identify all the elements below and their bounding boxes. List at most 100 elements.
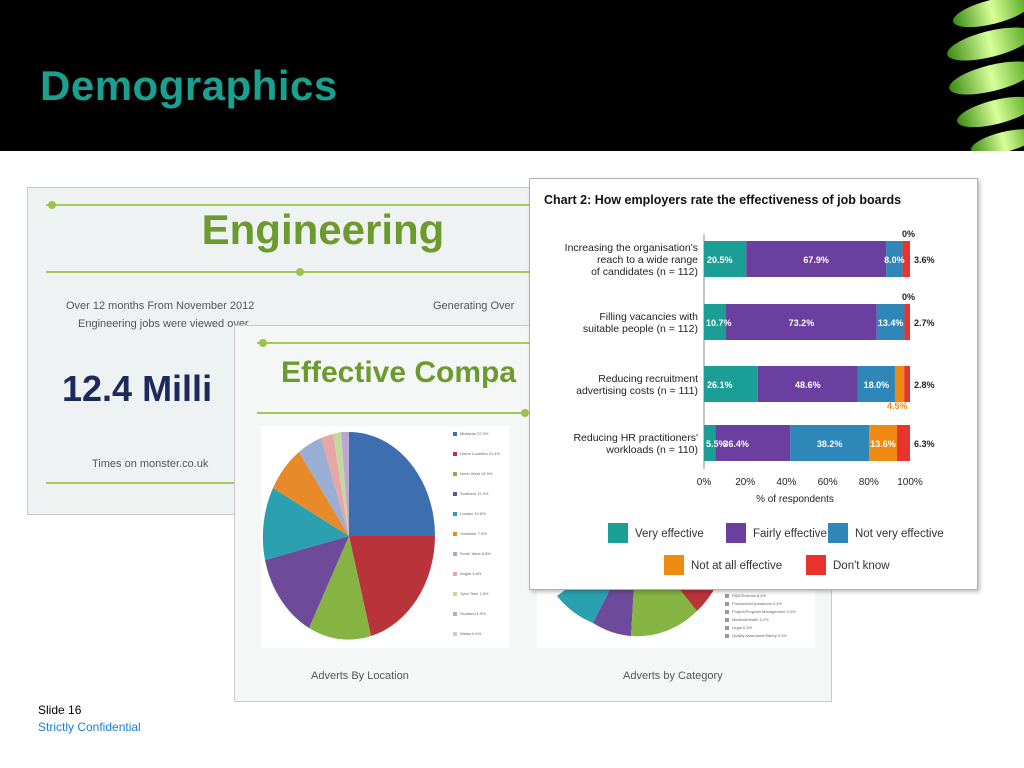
data-label: 13.4% bbox=[878, 318, 904, 328]
category-label: advertising costs (n = 111) bbox=[576, 385, 698, 397]
bar-segment bbox=[704, 241, 747, 277]
category-label: Reducing HR practitioners' bbox=[573, 432, 698, 444]
pie-caption: Adverts by Category bbox=[623, 670, 723, 682]
pie-caption: Adverts By Location bbox=[311, 670, 409, 682]
legend-entry: Tyne Tees 1.8% bbox=[453, 590, 500, 610]
bar-segment bbox=[894, 366, 905, 402]
legend-entry: Legal 0.3% bbox=[725, 624, 796, 632]
bar-segment bbox=[726, 304, 877, 340]
legend-swatch bbox=[453, 591, 457, 596]
data-label: 6.3% bbox=[914, 439, 935, 449]
x-tick-label: 0% bbox=[697, 477, 712, 488]
legend-entry: Quality Assurance/Safety 0.4% bbox=[725, 632, 796, 640]
legend-swatch bbox=[453, 471, 457, 476]
x-tick-label: 60% bbox=[818, 477, 838, 488]
legend-swatch bbox=[725, 609, 729, 614]
legend-swatch bbox=[453, 511, 457, 516]
legend-entry: Project/Program Management 5.0% bbox=[725, 608, 796, 616]
confidential-label: Strictly Confidential bbox=[38, 720, 141, 734]
category-label: workloads (n = 110) bbox=[605, 444, 698, 456]
legend-entry: Wales 0.4% bbox=[453, 630, 500, 650]
stat-text: Over 12 months From November 2012 bbox=[66, 300, 255, 312]
data-label: 2.8% bbox=[914, 380, 935, 390]
data-label: 10.7% bbox=[706, 318, 732, 328]
lightbulb-icon bbox=[947, 0, 1024, 151]
legend-label: Not at all effective bbox=[691, 560, 782, 572]
legend-label: Quality Assurance/Safety 0.4% bbox=[732, 633, 787, 638]
legend-swatch bbox=[828, 523, 848, 543]
legend-label: R&D/Science 8.4% bbox=[732, 593, 767, 598]
x-tick-label: 80% bbox=[859, 477, 879, 488]
category-label: of candidates (n = 112) bbox=[591, 266, 698, 278]
legend-label: Fairly effective bbox=[753, 528, 827, 540]
data-label: 48.6% bbox=[795, 380, 821, 390]
data-label: 0% bbox=[902, 229, 915, 239]
legend-swatch bbox=[453, 431, 457, 436]
x-tick-label: 20% bbox=[735, 477, 755, 488]
data-label: 3.6% bbox=[914, 255, 935, 265]
data-label: 26.1% bbox=[707, 380, 733, 390]
legend-label: Wales 0.4% bbox=[460, 631, 482, 636]
legend-label: South West 5.8% bbox=[460, 551, 491, 556]
stat-text: Generating Over bbox=[433, 300, 515, 312]
legend-entry: Scotland 1.5% bbox=[453, 610, 500, 630]
legend-label: Not very effective bbox=[855, 528, 944, 540]
legend-swatch bbox=[453, 631, 457, 636]
divider bbox=[46, 204, 606, 206]
legend-swatch bbox=[453, 491, 457, 496]
data-label: 8.0% bbox=[884, 255, 905, 265]
location-pie bbox=[262, 431, 435, 640]
legend-entry: Southern 11.9% bbox=[453, 490, 500, 510]
stat-text: Engineering jobs were viewed over bbox=[78, 318, 249, 330]
legend-swatch bbox=[725, 593, 729, 598]
slide-number: Slide 16 bbox=[38, 703, 82, 717]
category-label: Reducing recruitment bbox=[598, 373, 698, 385]
legend-label: Very effective bbox=[635, 528, 704, 540]
legend-label: Project/Program Management 5.0% bbox=[732, 609, 796, 614]
data-label: 13.6% bbox=[870, 439, 896, 449]
legend-entry: Anglia 3.8% bbox=[453, 570, 500, 590]
bar-segment bbox=[886, 241, 903, 277]
bar-segment bbox=[902, 241, 910, 277]
legend-swatch bbox=[453, 531, 457, 536]
legend-swatch bbox=[806, 555, 826, 575]
legend-label: Production/Operations 5.4% bbox=[732, 601, 783, 606]
legend-entry: Home Counties 21.4% bbox=[453, 450, 500, 470]
legend-entry: London 10.8% bbox=[453, 510, 500, 530]
legend-swatch bbox=[453, 571, 457, 576]
legend-label: Tyne Tees 1.8% bbox=[460, 591, 489, 596]
legend-label: Yorkshire 7.9% bbox=[460, 531, 487, 536]
legend-label: North West 13.9% bbox=[460, 471, 493, 476]
legend-swatch bbox=[664, 555, 684, 575]
bar-segment bbox=[790, 425, 870, 461]
legend-label: Midlands 22.3% bbox=[460, 431, 489, 436]
bar-segment bbox=[746, 241, 887, 277]
header-bar: Demographics bbox=[0, 0, 1024, 151]
category-label: Filling vacancies with bbox=[599, 311, 698, 323]
bar-segment bbox=[715, 425, 791, 461]
legend-swatch bbox=[608, 523, 628, 543]
data-label: 73.2% bbox=[789, 318, 815, 328]
source-text: Times on monster.co.uk bbox=[92, 458, 209, 470]
category-label: reach to a wide range bbox=[597, 254, 698, 266]
data-label: 38.2% bbox=[817, 439, 843, 449]
data-label: 4.5% bbox=[887, 401, 908, 411]
legend-entry: Yorkshire 7.9% bbox=[453, 530, 500, 550]
legend-label: Don't know bbox=[833, 560, 890, 572]
chart-title: Chart 2: How employers rate the effectiv… bbox=[544, 193, 902, 207]
legend-swatch bbox=[453, 451, 457, 456]
legend-entry: North West 13.9% bbox=[453, 470, 500, 490]
data-label: 18.0% bbox=[864, 380, 890, 390]
data-label: 36.4% bbox=[723, 439, 749, 449]
slide-title: Engineering bbox=[201, 206, 445, 253]
legend-entry: Medical/Health 3.2% bbox=[725, 616, 796, 624]
page-title: Demographics bbox=[40, 62, 338, 109]
legend-entry: South West 5.8% bbox=[453, 550, 500, 570]
bullet-dot bbox=[521, 409, 529, 417]
location-legend: Midlands 22.3% Home Counties 21.4% North W… bbox=[453, 430, 500, 650]
data-label: 5.5% bbox=[706, 439, 727, 449]
x-tick-label: 100% bbox=[897, 477, 923, 488]
legend-label: Anglia 3.8% bbox=[460, 571, 482, 576]
legend-label: Scotland 1.5% bbox=[460, 611, 486, 616]
